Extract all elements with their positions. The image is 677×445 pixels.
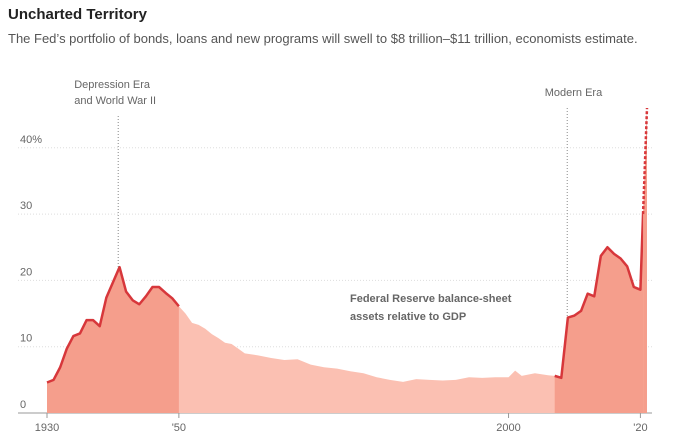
x-tick-label: 1930 [35,422,59,434]
era-label: Modern Era [545,87,603,99]
annotation: Federal Reserve balance-sheet [350,293,512,305]
x-tick-label: 2000 [496,422,520,434]
y-tick-label: 10 [20,333,32,345]
chart-subtitle: The Fed’s portfolio of bonds, loans and … [8,31,638,46]
projection-area [643,108,647,413]
era-line [554,214,645,380]
era-line [46,265,180,384]
era-label: Depression Era [74,79,151,91]
x-tick-label: '50 [172,422,186,434]
chart-title: Uncharted Territory [8,6,147,23]
y-tick-label: 30 [20,200,32,212]
projection-line [641,107,649,215]
x-tick-label: '20 [633,422,647,434]
era-label: and World War II [74,95,156,107]
era-area [554,214,644,413]
y-tick-label: 0 [20,399,26,411]
y-tick-label: 40% [20,134,42,146]
y-tick-label: 20 [20,266,32,278]
area [47,214,644,413]
annotation: assets relative to GDP [350,311,466,323]
era-area [47,267,179,413]
